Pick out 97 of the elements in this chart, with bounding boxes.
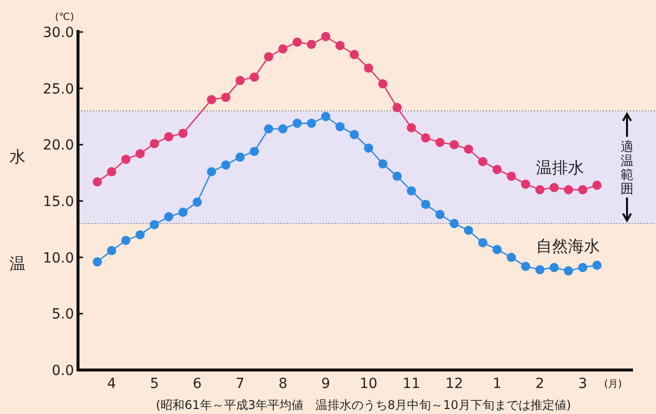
x-tick-label: 12 — [445, 376, 464, 392]
point — [478, 156, 488, 166]
y-tick-label: 15.0 — [42, 194, 74, 210]
point — [406, 123, 416, 132]
point — [578, 185, 588, 194]
point — [164, 132, 174, 142]
point — [506, 252, 516, 262]
point — [521, 180, 530, 189]
point — [221, 92, 230, 102]
point — [578, 262, 588, 272]
x-tick-label: 4 — [107, 376, 116, 392]
y-tick-label: 25.0 — [42, 81, 74, 98]
y-tick-label: 0.0 — [52, 363, 74, 379]
point — [564, 185, 574, 194]
point — [378, 79, 388, 88]
point — [392, 172, 402, 181]
band-label: 適温範囲 — [620, 139, 634, 198]
point — [492, 244, 502, 254]
point — [421, 200, 430, 209]
point — [335, 122, 345, 132]
point — [136, 230, 145, 240]
point — [206, 95, 216, 104]
point — [535, 265, 544, 274]
point — [235, 152, 245, 162]
x-tick-label: 10 — [360, 376, 378, 392]
x-tick-label: 2 — [535, 376, 544, 392]
point — [306, 118, 316, 128]
point — [264, 52, 274, 62]
point — [564, 266, 574, 276]
point — [506, 172, 516, 181]
point — [292, 38, 302, 47]
point — [178, 128, 188, 138]
series-label: 温排水 — [536, 158, 584, 177]
point — [150, 220, 160, 230]
point — [535, 185, 544, 194]
point — [164, 212, 174, 222]
point — [92, 177, 102, 186]
point — [550, 182, 559, 192]
point — [478, 238, 488, 248]
point — [321, 112, 330, 122]
point — [121, 154, 130, 164]
point — [492, 164, 502, 174]
point — [435, 210, 445, 220]
point — [150, 138, 160, 148]
point — [450, 140, 459, 150]
point — [121, 236, 130, 246]
x-tick-label: 9 — [321, 376, 330, 392]
point — [378, 159, 388, 168]
point — [464, 144, 474, 154]
point — [206, 167, 216, 176]
point — [406, 186, 416, 196]
point — [264, 124, 274, 134]
point — [464, 226, 474, 235]
point — [250, 146, 259, 156]
point — [335, 40, 345, 50]
x-tick-label: 6 — [192, 376, 202, 392]
point — [364, 63, 374, 73]
point — [306, 40, 316, 49]
point — [321, 32, 330, 42]
x-tick-label: 3 — [578, 376, 588, 392]
point — [350, 130, 359, 140]
point — [192, 198, 202, 207]
x-tick-label: 11 — [402, 376, 420, 392]
point — [278, 124, 288, 134]
y-tick-label: 5.0 — [52, 306, 74, 323]
x-tick-label: 1 — [492, 376, 502, 392]
text: (昭和61年～平成3年平均値 温排水のうち8月中旬～10月下旬までは推定値) — [156, 398, 572, 412]
x-tick-label: 8 — [278, 376, 288, 392]
point — [178, 208, 188, 217]
text: (℃) — [54, 12, 74, 23]
point — [450, 218, 459, 228]
series-label: 自然海水 — [536, 236, 600, 256]
point — [550, 262, 559, 272]
point — [392, 102, 402, 112]
point — [592, 180, 602, 190]
point — [106, 167, 116, 176]
point — [136, 149, 145, 158]
point — [364, 143, 374, 153]
y-tick-label: 30.0 — [42, 25, 74, 41]
x-tick-label: 5 — [150, 376, 159, 392]
point — [221, 160, 230, 170]
point — [292, 118, 302, 128]
point — [521, 262, 530, 271]
y-tick-label: 10.0 — [42, 250, 74, 266]
point — [278, 44, 288, 54]
point — [421, 133, 430, 143]
text: (月) — [604, 379, 622, 390]
y-tick-label: 20.0 — [42, 138, 74, 154]
point — [350, 50, 359, 60]
point — [235, 76, 245, 86]
point — [92, 257, 102, 266]
point — [435, 138, 445, 148]
point — [106, 246, 116, 256]
y-axis-title: 水温 — [8, 135, 28, 351]
point — [592, 260, 602, 270]
x-tick-label: 7 — [236, 376, 245, 392]
point — [250, 72, 259, 82]
